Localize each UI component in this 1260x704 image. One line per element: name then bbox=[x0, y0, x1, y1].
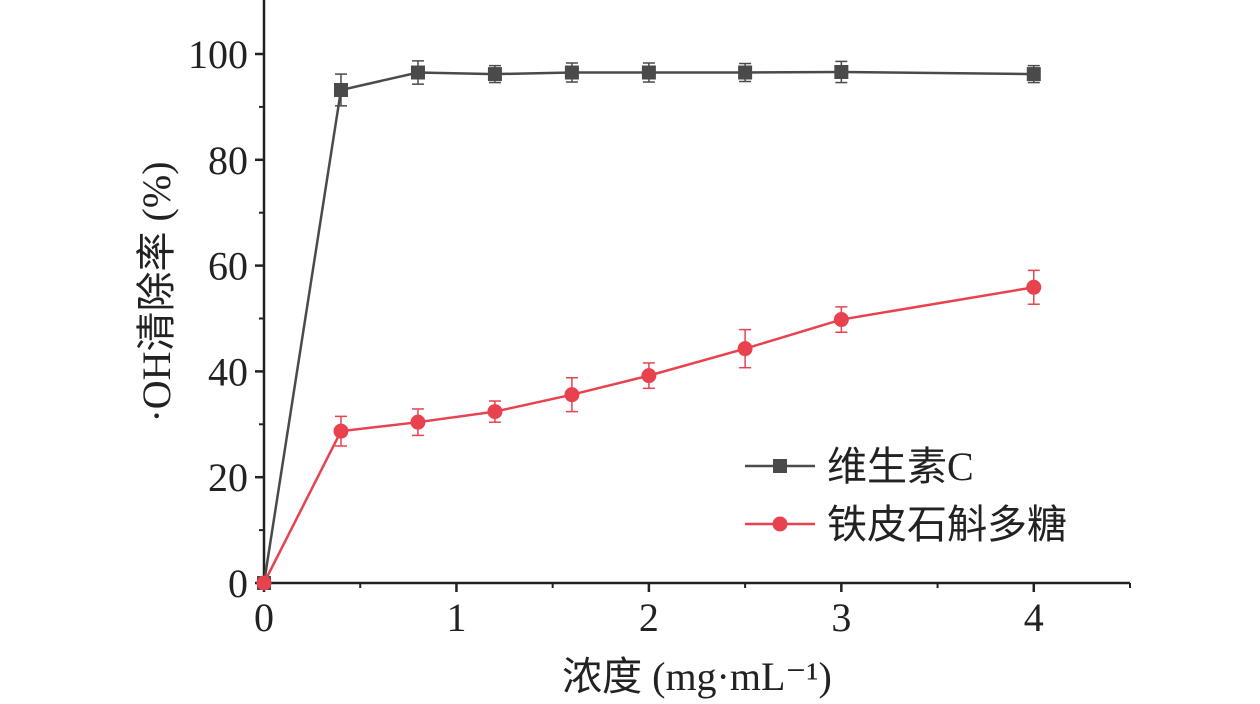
legend-item-1: 铁皮石斛多糖 bbox=[745, 502, 1067, 547]
series-1 bbox=[256, 269, 1042, 591]
data-point bbox=[564, 65, 579, 80]
legend-label: 铁皮石斛多糖 bbox=[827, 502, 1067, 547]
data-point bbox=[487, 404, 503, 420]
data-point bbox=[333, 423, 349, 439]
y-tick-label: 60 bbox=[208, 244, 248, 289]
x-tick-label: 1 bbox=[446, 595, 466, 640]
x-tick-label: 4 bbox=[1024, 595, 1044, 640]
data-point bbox=[333, 82, 348, 97]
x-tick-label: 2 bbox=[639, 595, 659, 640]
data-point bbox=[641, 368, 657, 384]
data-point bbox=[834, 64, 849, 79]
data-point bbox=[1026, 67, 1041, 82]
legend-item-0: 维生素C bbox=[745, 444, 974, 489]
x-tick-label: 3 bbox=[831, 595, 851, 640]
data-point bbox=[1026, 279, 1042, 295]
data-point bbox=[737, 341, 753, 357]
axes: 0 20 40 60 80 100 0 1 2 3 4 bbox=[188, 0, 1131, 640]
legend-marker bbox=[773, 459, 787, 473]
x-axis-title: 浓度 (mg·mL⁻¹) bbox=[562, 654, 832, 699]
y-axis-title: ·OH清除率 (%) bbox=[134, 161, 179, 422]
data-point bbox=[833, 312, 849, 328]
legend-marker bbox=[772, 516, 788, 532]
data-point bbox=[256, 575, 272, 591]
data-point bbox=[564, 387, 580, 403]
y-tick-label: 80 bbox=[208, 138, 248, 183]
data-point bbox=[641, 65, 656, 80]
y-tick-label: 100 bbox=[188, 32, 248, 77]
data-point bbox=[410, 65, 425, 80]
series-layer bbox=[256, 60, 1042, 591]
y-tick-label: 20 bbox=[208, 455, 248, 500]
data-point bbox=[410, 414, 426, 430]
y-tick-label: 0 bbox=[228, 561, 248, 606]
y-tick-label: 40 bbox=[208, 349, 248, 394]
legend: 维生素C 铁皮石斛多糖 bbox=[745, 444, 1067, 547]
x-tick-label: 0 bbox=[254, 595, 274, 640]
data-point bbox=[738, 65, 753, 80]
legend-label: 维生素C bbox=[827, 444, 974, 489]
data-point bbox=[487, 67, 502, 82]
